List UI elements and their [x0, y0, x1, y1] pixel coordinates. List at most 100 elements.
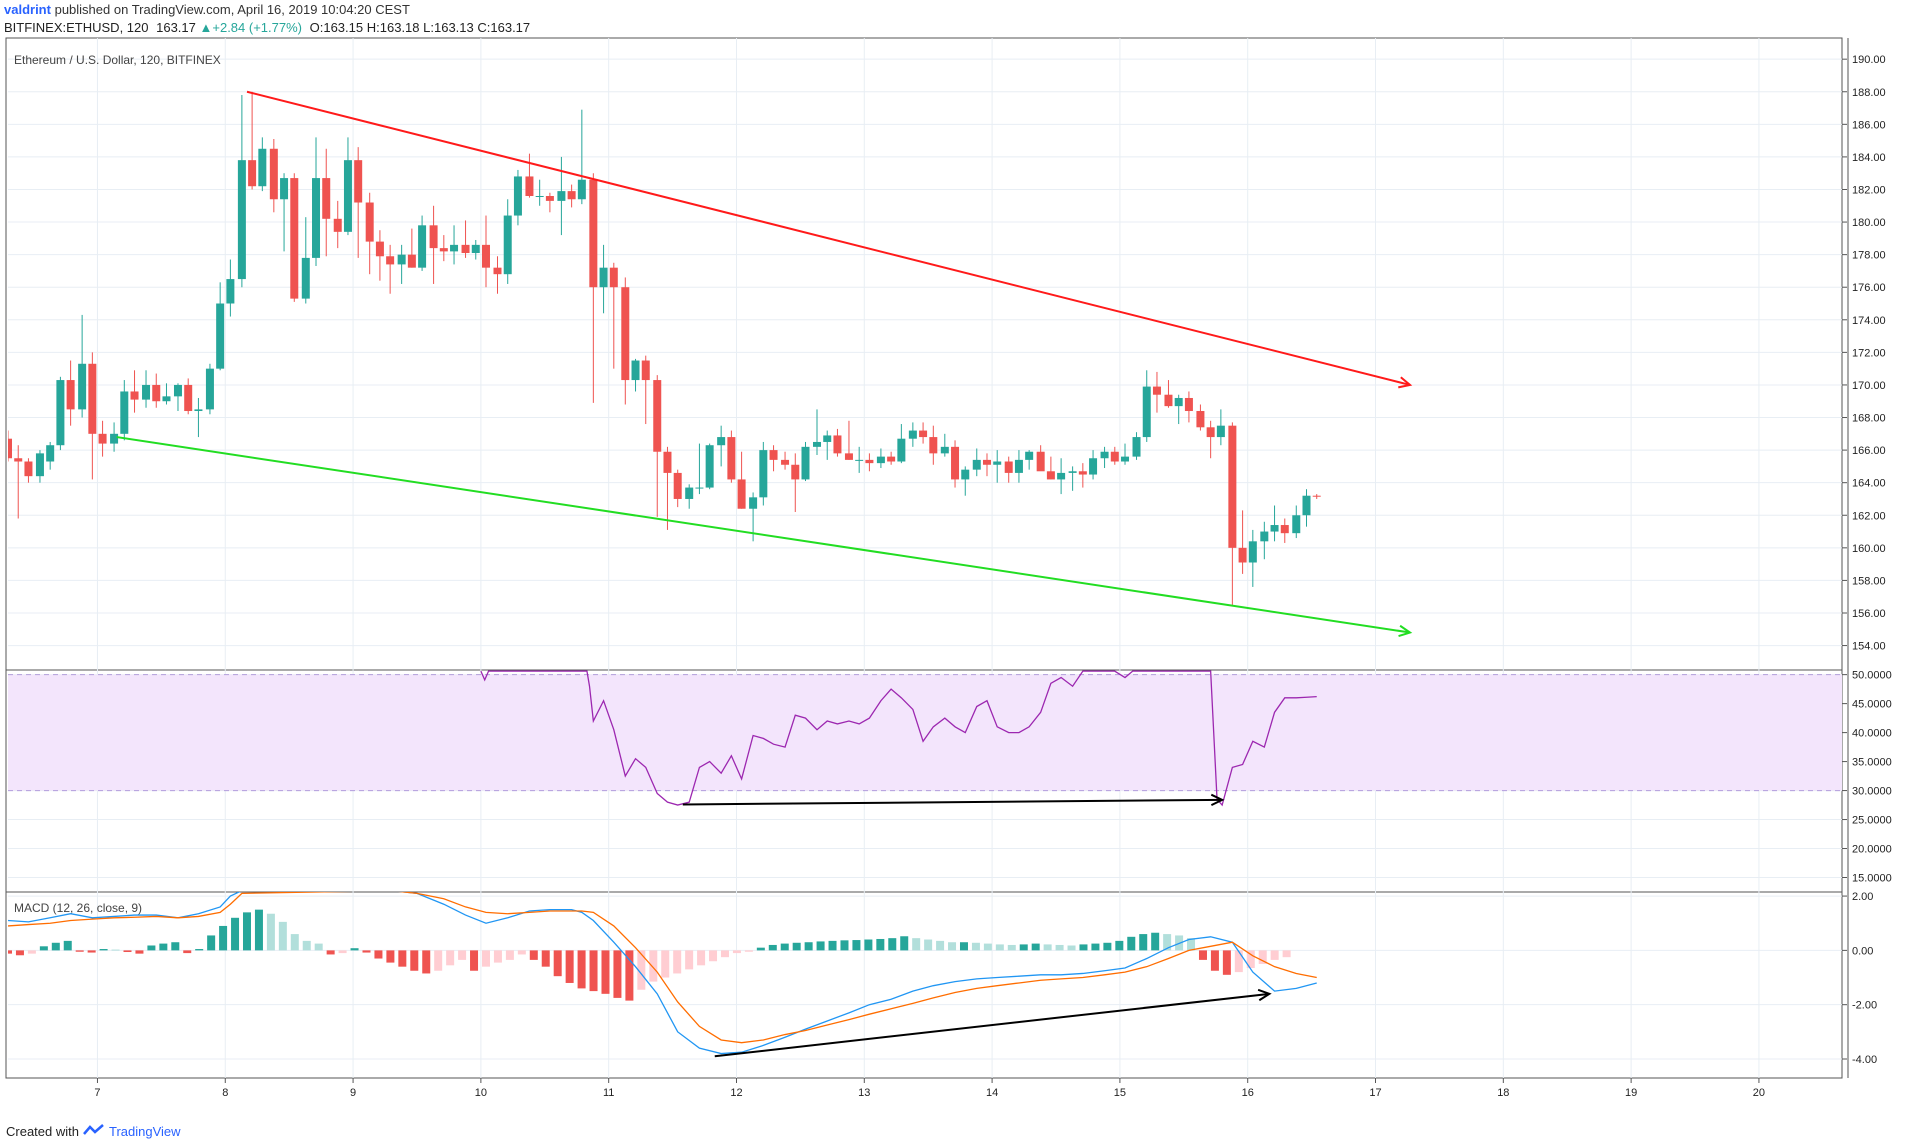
candle-up [216, 303, 225, 369]
macd-histogram-bar [386, 950, 395, 963]
macd-signal-line [8, 892, 1317, 1044]
macd-tick-label: -2.00 [1852, 1000, 1877, 1012]
high-value: H:163.18 [366, 20, 420, 35]
candle-down [769, 450, 778, 460]
candle-down [152, 384, 161, 402]
tradingview-brand[interactable]: TradingView [108, 1124, 181, 1139]
macd-histogram-bar [697, 950, 706, 966]
macd-histogram-bar [792, 942, 801, 951]
author-name[interactable]: valdrint [4, 2, 51, 17]
candle-down [673, 472, 682, 499]
macd-histogram-bar [1031, 943, 1040, 951]
macd-histogram-bar [87, 950, 96, 953]
candle-down [375, 241, 384, 257]
macd-histogram-bar [936, 940, 945, 951]
macd-histogram-bar [948, 942, 957, 951]
macd-histogram-bar [541, 950, 550, 967]
macd-histogram-bar [1151, 932, 1160, 951]
macd-tick-label: -4.00 [1852, 1054, 1877, 1066]
candle-up [162, 396, 171, 402]
macd-histogram-bar [39, 946, 48, 951]
x-tick-label: 19 [1625, 1087, 1637, 1099]
candle-down [14, 458, 23, 462]
candle-down [653, 380, 662, 452]
macd-tick-label: 2.00 [1852, 891, 1873, 903]
candle-down [1228, 425, 1237, 548]
x-tick-label: 10 [475, 1087, 487, 1099]
candle-down [290, 178, 299, 299]
candle-down [184, 384, 193, 412]
macd-histogram-bar [183, 950, 192, 954]
rsi-tick-label: 35.0000 [1852, 757, 1892, 769]
macd-histogram-bar [756, 947, 765, 951]
macd-tick-label: 0.00 [1852, 945, 1873, 957]
candle-down [493, 267, 502, 275]
price-tick-label: 156.00 [1852, 608, 1886, 620]
rsi-tick-label: 40.0000 [1852, 728, 1892, 740]
candle-up [194, 409, 203, 412]
macd-histogram-bar [302, 940, 311, 951]
macd-histogram-bar [565, 950, 574, 983]
price-tick-label: 164.00 [1852, 478, 1886, 490]
rsi-divergence-line [682, 798, 1223, 806]
candle-down [865, 459, 874, 464]
candle-down [1046, 471, 1055, 480]
candle-down [567, 191, 576, 200]
candle-down [1036, 451, 1045, 472]
macd-histogram-bar [1091, 943, 1100, 951]
macd-histogram-bar [1258, 950, 1267, 964]
macd-histogram-bar [625, 950, 634, 1001]
candle-up [173, 384, 182, 397]
candle-up [1132, 437, 1141, 457]
price-tick-label: 170.00 [1852, 380, 1886, 392]
price-tick-label: 184.00 [1852, 152, 1886, 164]
macd-histogram-bar [99, 949, 108, 951]
macd-histogram-bar [553, 950, 562, 977]
candle-up [513, 176, 522, 216]
macd-histogram-bar [75, 950, 84, 952]
macd-histogram-bar [1222, 950, 1231, 975]
macd-histogram-bar [314, 943, 323, 951]
macd-histogram-bar [924, 939, 933, 951]
candle-down [269, 148, 278, 200]
candle-up [280, 178, 289, 200]
x-tick-label: 13 [858, 1087, 870, 1099]
macd-histogram-bar [577, 950, 586, 989]
candle-up [813, 441, 822, 447]
macd-histogram-bar [673, 950, 682, 974]
macd-histogram-bar [995, 944, 1004, 951]
x-tick-label: 14 [986, 1087, 998, 1099]
macd-histogram-bar [374, 950, 383, 959]
candle-down [481, 244, 490, 268]
macd-histogram-bar [888, 938, 897, 951]
macd-histogram-bar [1079, 944, 1088, 951]
candle-down [545, 196, 554, 201]
rsi-divergence-arrowhead [1210, 793, 1225, 807]
price-tick-label: 154.00 [1852, 641, 1886, 653]
macd-histogram-bar [27, 950, 36, 954]
macd-pane-title: MACD (12, 26, close, 9) [14, 901, 142, 915]
x-tick-label: 18 [1497, 1087, 1509, 1099]
macd-histogram-bar [780, 943, 789, 951]
macd-histogram-bar [398, 950, 407, 967]
macd-histogram-bar [1055, 944, 1064, 951]
x-tick-label: 15 [1114, 1087, 1126, 1099]
candle-down [1004, 461, 1013, 473]
candle-down [248, 160, 257, 187]
rsi-tick-label: 20.0000 [1852, 844, 1892, 856]
candle-up [397, 254, 406, 265]
x-tick-label: 7 [94, 1087, 100, 1099]
candle-up [897, 438, 906, 462]
candle-down [407, 254, 416, 268]
resistance-line [246, 90, 1411, 386]
macd-histogram-bar [207, 935, 216, 951]
x-tick-label: 8 [222, 1087, 228, 1099]
candle-down [663, 451, 672, 473]
candle-down [525, 176, 534, 196]
candle-up [577, 179, 586, 200]
macd-histogram-bar [1210, 950, 1219, 971]
candle-up [972, 459, 981, 470]
macd-histogram-bar [661, 950, 670, 978]
macd-histogram-bar [1139, 934, 1148, 951]
